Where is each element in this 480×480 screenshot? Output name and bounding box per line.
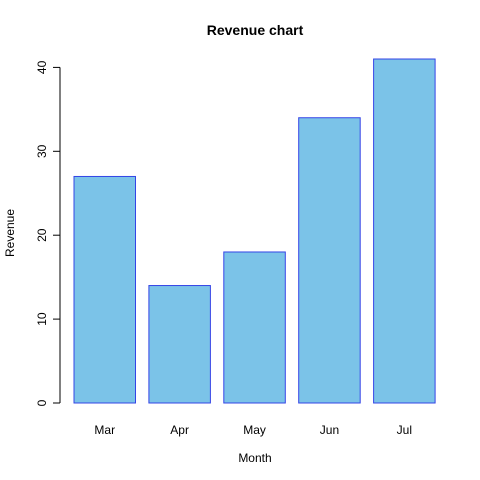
x-tick-label: Apr [170, 423, 189, 437]
chart-title: Revenue chart [207, 22, 304, 38]
x-tick-label: May [243, 423, 266, 437]
y-tick-label: 20 [35, 228, 49, 242]
x-tick-label: Mar [94, 423, 115, 437]
y-tick-label: 10 [35, 312, 49, 326]
bars [73, 58, 436, 404]
y-axis: 0 10 20 30 40 [35, 60, 61, 406]
y-tick-label: 0 [35, 399, 49, 406]
x-axis-ticks: Mar Apr May Jun Jul [94, 423, 412, 437]
bar-apr [148, 285, 211, 404]
bar-may [223, 251, 286, 404]
bar-jul [373, 58, 436, 404]
y-axis-label: Revenue [3, 209, 17, 257]
y-tick-label: 40 [35, 60, 49, 74]
x-tick-label: Jul [397, 423, 412, 437]
bar-mar [73, 175, 136, 404]
y-tick-label: 30 [35, 144, 49, 158]
x-tick-label: Jun [320, 423, 339, 437]
x-axis-label: Month [238, 451, 271, 465]
bar-jun [298, 117, 361, 404]
